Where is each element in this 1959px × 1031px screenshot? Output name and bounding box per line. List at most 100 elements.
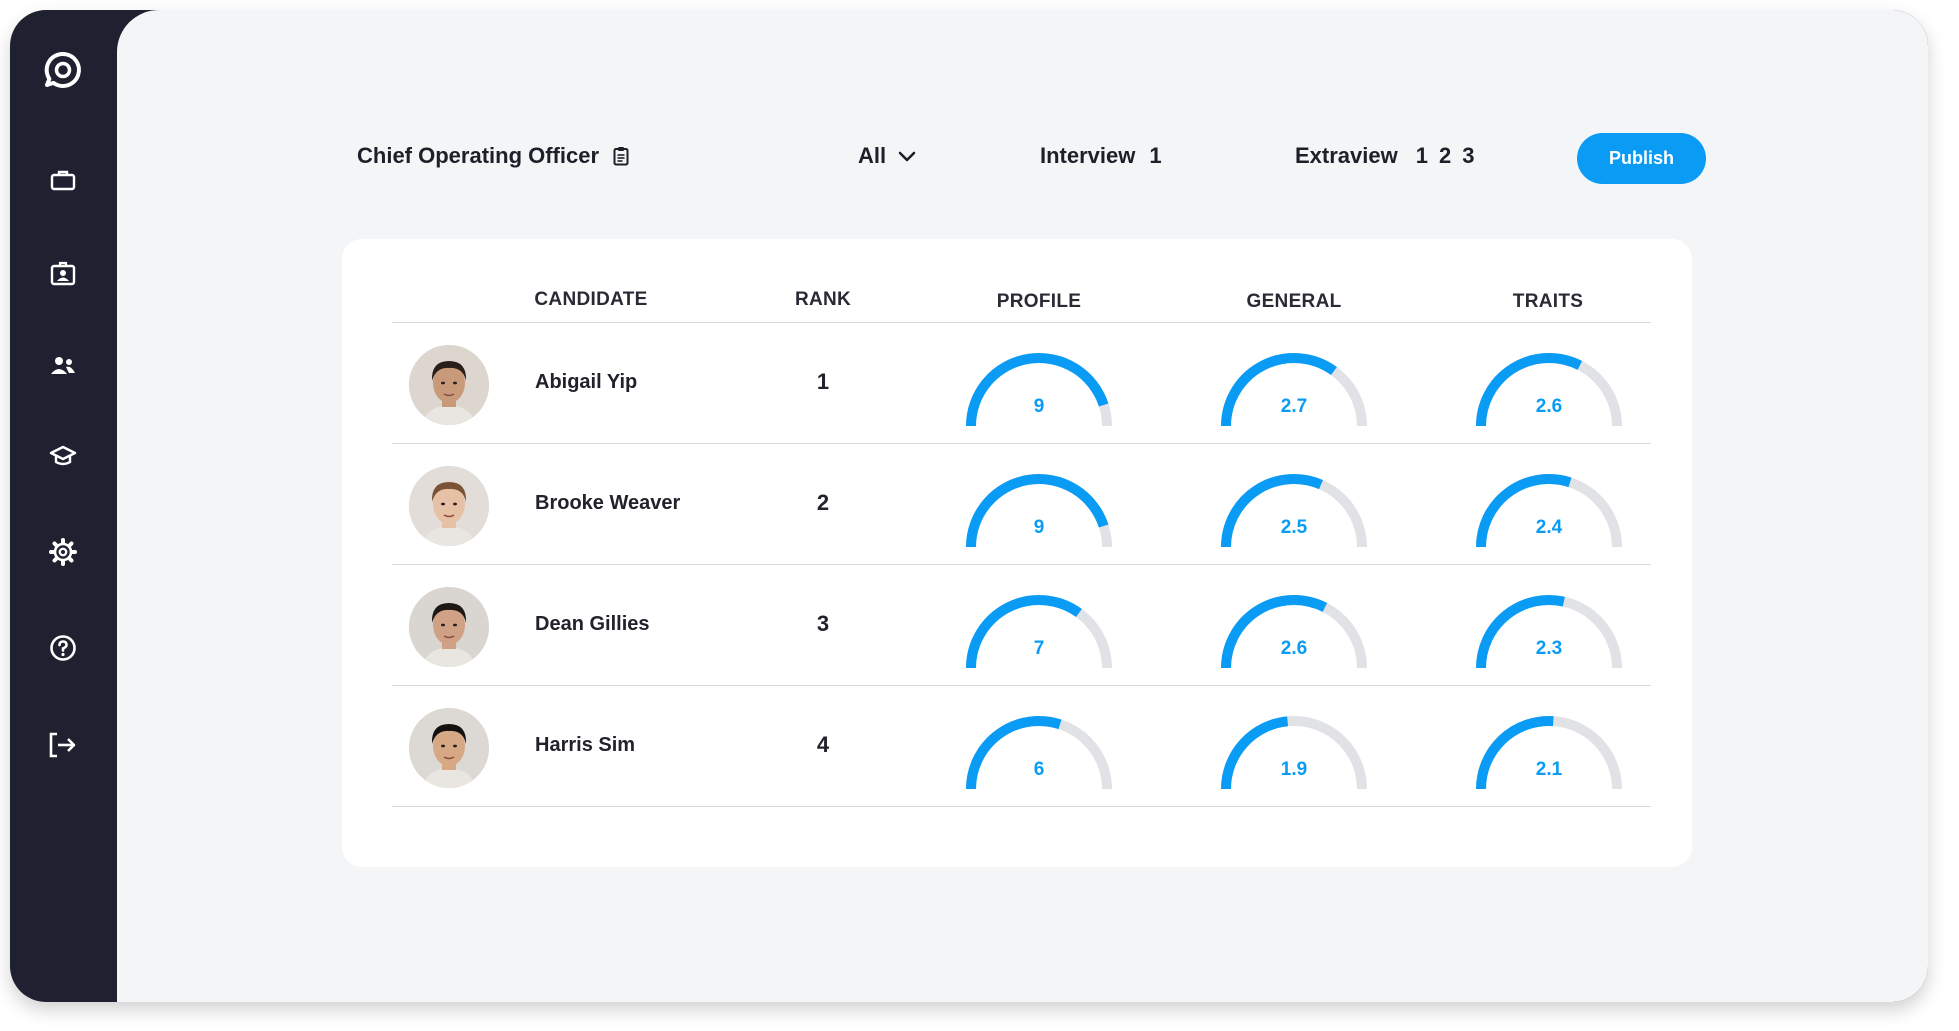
traits-score-value: 2.3 — [1535, 638, 1563, 659]
profile-gauge-arc — [966, 595, 1112, 669]
profile-score-value: 6 — [1033, 759, 1045, 780]
profile-gauge-arc — [966, 716, 1112, 790]
sidebar-item-candidates[interactable] — [41, 254, 85, 298]
profile-gauge-arc — [966, 474, 1112, 548]
traits-gauge-fill — [1476, 595, 1565, 669]
column-header-candidate: CANDIDATE — [534, 289, 648, 310]
traits-score-gauge: 2.3 — [1474, 587, 1624, 669]
general-gauge-fill — [1221, 474, 1323, 548]
traits-gauge-fill — [1476, 716, 1554, 790]
id-badge-icon — [50, 261, 76, 292]
traits-score-gauge: 2.4 — [1474, 466, 1624, 548]
sidebar-item-settings[interactable] — [41, 532, 85, 576]
traits-score-gauge: 2.1 — [1474, 708, 1624, 790]
column-header-traits: TRAITS — [1512, 291, 1584, 312]
general-score-gauge: 2.5 — [1219, 466, 1369, 548]
general-gauge-fill — [1221, 353, 1337, 427]
candidate-rank: 1 — [816, 369, 830, 394]
table-row[interactable]: Brooke Weaver 2 9 2.5 2.4 — [392, 444, 1651, 565]
publish-button[interactable]: Publish — [1577, 133, 1706, 184]
toolbar: Chief Operating Officer All Interview 1 … — [117, 10, 1928, 220]
extraview-link-2[interactable]: 2 — [1438, 143, 1452, 168]
profile-gauge-fill — [966, 474, 1109, 548]
sidebar-item-team[interactable] — [41, 345, 85, 389]
candidate-name[interactable]: Brooke Weaver — [535, 492, 681, 514]
candidate-name[interactable]: Dean Gillies — [535, 613, 650, 635]
logout-icon — [48, 731, 78, 764]
general-gauge-arc — [1221, 716, 1367, 790]
sidebar-item-jobs[interactable] — [41, 160, 85, 204]
gear-icon — [49, 537, 77, 571]
sidebar-item-logout[interactable] — [41, 725, 85, 769]
table-row[interactable]: Dean Gillies 3 7 2.6 2.3 — [392, 565, 1651, 686]
general-score-value: 2.7 — [1280, 396, 1308, 417]
app-window: Chief Operating Officer All Interview 1 … — [10, 10, 1928, 1002]
traits-score-value: 2.1 — [1535, 759, 1563, 780]
candidates-table: CANDIDATE RANK PROFILE GENERAL TRAITS Ab… — [342, 239, 1692, 867]
profile-score-value: 9 — [1033, 396, 1045, 417]
profile-score-gauge: 9 — [964, 466, 1114, 548]
general-gauge-arc — [1221, 353, 1367, 427]
profile-score-gauge: 7 — [964, 587, 1114, 669]
general-score-gauge: 2.7 — [1219, 345, 1369, 427]
column-header-rank: RANK — [794, 289, 852, 310]
sidebar-item-training[interactable] — [41, 436, 85, 480]
traits-gauge-arc — [1476, 353, 1622, 427]
profile-score-gauge: 9 — [964, 345, 1114, 427]
extraview-filter: Extraview 1 2 3 — [1295, 143, 1485, 169]
briefcase-icon — [50, 168, 76, 197]
main-content: Chief Operating Officer All Interview 1 … — [117, 10, 1928, 1002]
job-title: Chief Operating Officer — [357, 143, 629, 169]
users-icon — [49, 353, 77, 382]
general-gauge-arc — [1221, 595, 1367, 669]
clipboard-icon[interactable] — [613, 146, 629, 166]
candidate-name[interactable]: Abigail Yip — [535, 371, 638, 393]
general-gauge-arc — [1221, 474, 1367, 548]
avatar[interactable] — [409, 466, 489, 546]
profile-score-gauge: 6 — [964, 708, 1114, 790]
candidate-rank: 2 — [816, 490, 830, 515]
interview-filter: Interview 1 — [1040, 143, 1173, 169]
avatar[interactable] — [409, 345, 489, 425]
traits-score-value: 2.4 — [1535, 517, 1563, 538]
profile-gauge-fill — [966, 353, 1109, 427]
help-circle-icon — [49, 634, 77, 667]
profile-score-value: 7 — [1033, 638, 1045, 659]
table-row[interactable]: Abigail Yip 1 9 2.7 2.6 — [392, 323, 1651, 444]
profile-gauge-arc — [966, 353, 1112, 427]
chevron-down-icon — [898, 143, 916, 169]
extraview-link-3[interactable]: 3 — [1462, 143, 1475, 168]
extraview-label: Extraview — [1295, 143, 1398, 168]
column-header-general: GENERAL — [1246, 291, 1342, 312]
traits-score-value: 2.6 — [1535, 396, 1563, 417]
profile-gauge-fill — [966, 595, 1082, 669]
sidebar-item-help[interactable] — [41, 628, 85, 672]
general-gauge-fill — [1221, 595, 1328, 669]
job-title-text: Chief Operating Officer — [357, 143, 600, 168]
interview-label: Interview — [1040, 143, 1136, 168]
profile-gauge-fill — [966, 716, 1062, 790]
filter-all-dropdown[interactable]: All — [858, 143, 916, 169]
traits-gauge-arc — [1476, 595, 1622, 669]
candidate-name[interactable]: Harris Sim — [535, 734, 636, 756]
avatar[interactable] — [409, 587, 489, 667]
table-row[interactable]: Harris Sim 4 6 1.9 2.1 — [392, 686, 1651, 807]
traits-gauge-fill — [1476, 474, 1572, 548]
filter-all-label: All — [858, 143, 887, 168]
candidate-rank: 4 — [816, 732, 830, 757]
profile-score-value: 9 — [1033, 517, 1045, 538]
table-header: CANDIDATE RANK PROFILE GENERAL TRAITS — [392, 239, 1651, 323]
interview-link-1[interactable]: 1 — [1149, 143, 1162, 168]
traits-gauge-arc — [1476, 474, 1622, 548]
avatar[interactable] — [409, 708, 489, 788]
traits-gauge-fill — [1476, 353, 1583, 427]
general-score-gauge: 2.6 — [1219, 587, 1369, 669]
column-header-profile: PROFILE — [996, 291, 1082, 312]
general-gauge-fill — [1221, 716, 1289, 790]
sidebar — [10, 10, 117, 1002]
graduation-cap-icon — [49, 444, 77, 473]
extraview-link-1[interactable]: 1 — [1415, 143, 1428, 168]
general-score-value: 1.9 — [1280, 759, 1308, 780]
chat-bubble-icon[interactable] — [41, 48, 85, 92]
general-score-value: 2.5 — [1280, 517, 1308, 538]
